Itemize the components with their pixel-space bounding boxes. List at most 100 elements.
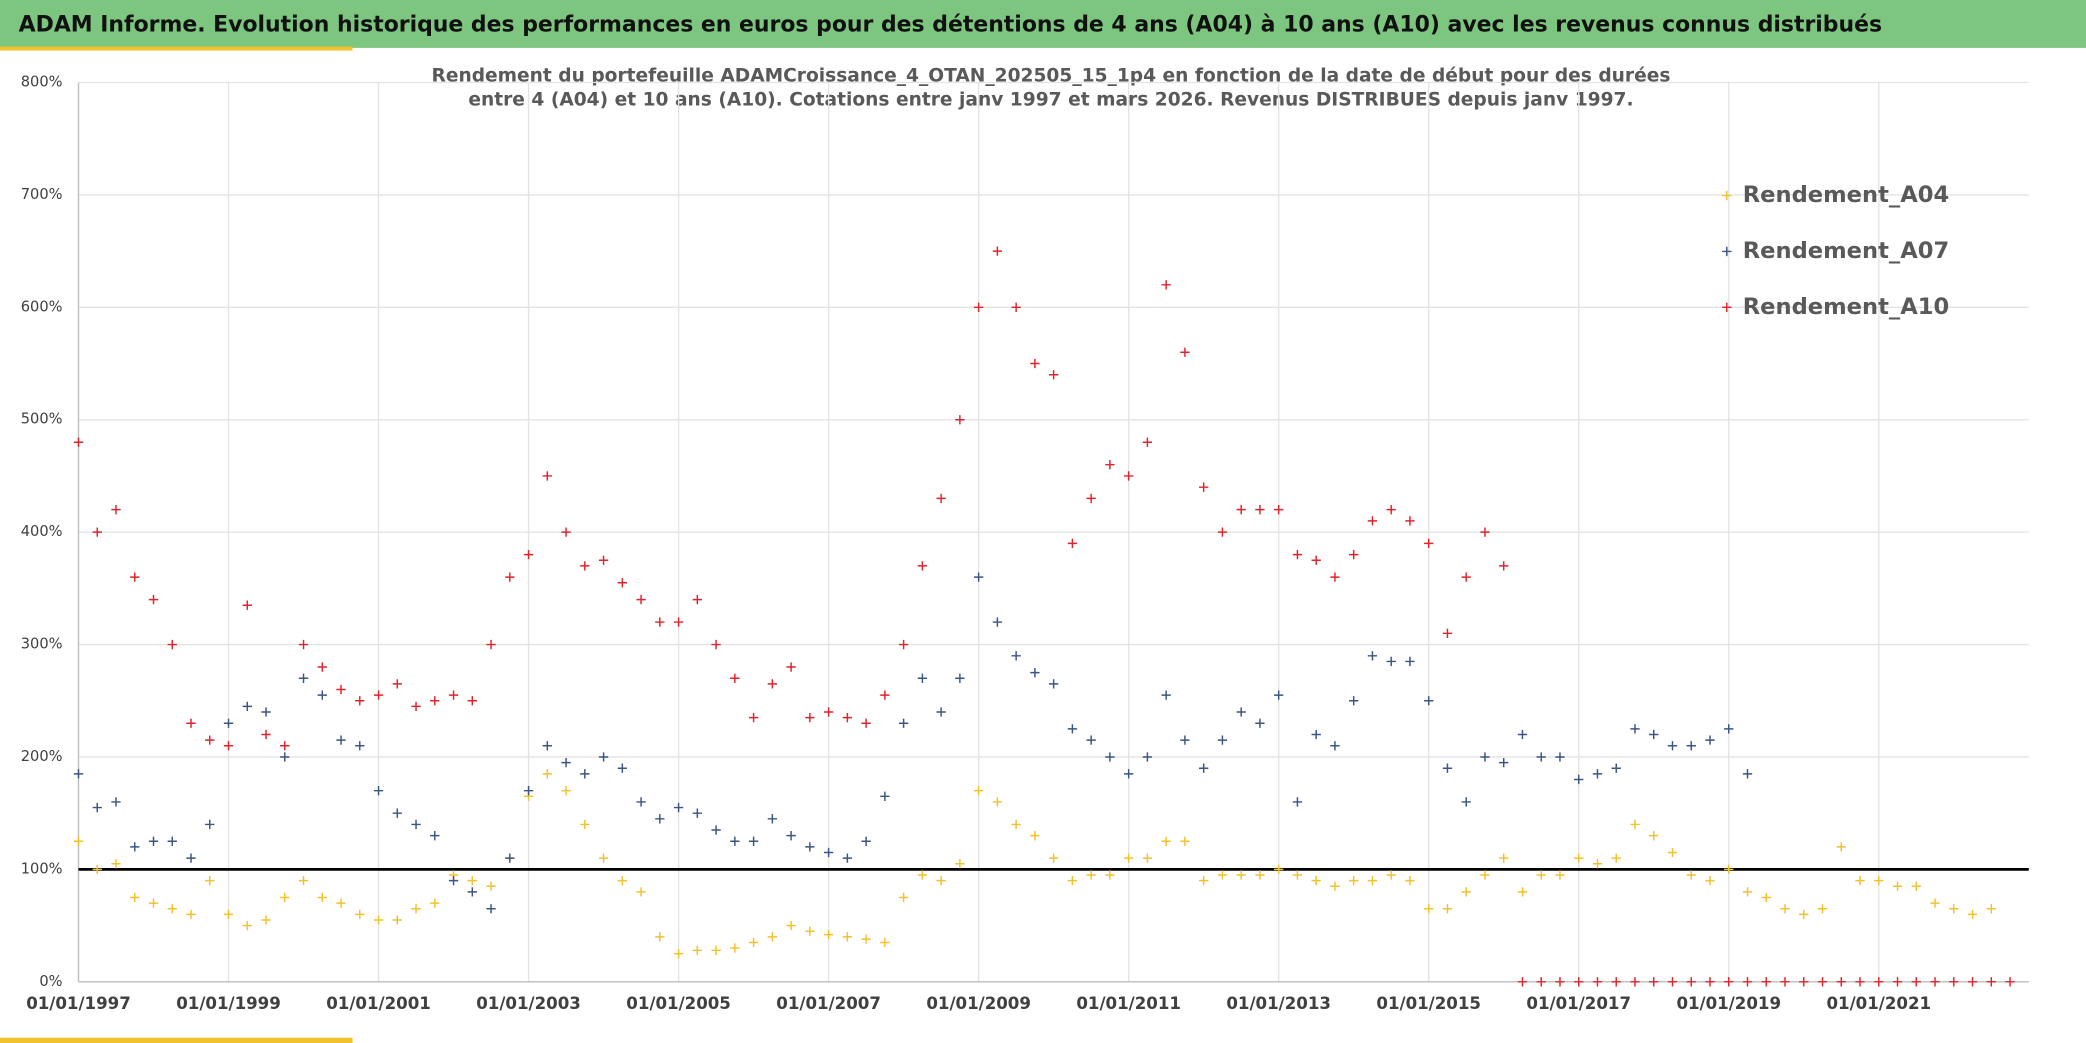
y-tick-label: 500% [21, 411, 63, 428]
legend-marker [1722, 246, 1732, 257]
point [317, 662, 327, 672]
point [767, 814, 778, 824]
point [1499, 853, 1509, 863]
point [1724, 977, 1734, 987]
point [1911, 881, 1921, 891]
point [1555, 870, 1565, 880]
point [223, 909, 234, 920]
x-tick-label: 01/01/2009 [926, 994, 1031, 1013]
point [1405, 656, 1415, 667]
x-tick-label: 01/01/2013 [1226, 994, 1331, 1013]
point [1274, 505, 1284, 515]
point [280, 741, 290, 751]
point [73, 437, 84, 447]
y-tick-label: 200% [21, 748, 63, 765]
point [1536, 870, 1546, 880]
point [1761, 977, 1771, 987]
point [561, 527, 571, 537]
point [1105, 752, 1115, 762]
point [1123, 471, 1134, 481]
point [673, 617, 684, 627]
point [1161, 836, 1171, 846]
point [786, 920, 796, 931]
point [1686, 741, 1696, 751]
point [861, 934, 871, 944]
y-tick-label: 0% [39, 973, 62, 990]
point [1217, 735, 1228, 745]
point [1667, 977, 1678, 987]
point [842, 853, 853, 863]
point [992, 246, 1003, 256]
subtitle: Rendement du portefeuille ADAMCroissance… [432, 65, 1671, 86]
point [1199, 875, 1209, 886]
point [786, 831, 796, 841]
point [1274, 864, 1284, 875]
point [505, 853, 515, 863]
point [861, 718, 871, 728]
point [880, 791, 890, 801]
point [1048, 679, 1059, 689]
point [1574, 977, 1584, 987]
point [636, 887, 646, 897]
point [411, 819, 421, 830]
x-tick-label: 01/01/2019 [1676, 994, 1781, 1013]
point [1817, 904, 1828, 914]
point [205, 875, 215, 886]
point [898, 718, 909, 728]
point [1630, 819, 1640, 830]
point [2005, 977, 2015, 987]
x-tick-label: 01/01/1999 [176, 994, 281, 1013]
point [1367, 651, 1378, 661]
header-bar [0, 0, 2086, 48]
point [1649, 977, 1659, 987]
point [1986, 977, 1996, 987]
point [467, 875, 477, 886]
point [261, 915, 271, 925]
point [1574, 853, 1584, 863]
point [1517, 729, 1528, 740]
point [92, 802, 102, 813]
point [1967, 977, 1978, 987]
point [280, 752, 290, 762]
point [1011, 651, 1021, 661]
point [1330, 741, 1340, 751]
point [1911, 977, 1921, 987]
point [898, 639, 909, 650]
y-tick-label: 300% [21, 636, 63, 653]
point [748, 937, 759, 948]
point [1180, 347, 1190, 357]
point [730, 673, 740, 683]
point [1649, 831, 1659, 841]
point [1761, 892, 1771, 903]
point [1105, 460, 1115, 470]
point [1349, 549, 1359, 560]
point [1424, 538, 1434, 549]
point [1480, 870, 1490, 880]
point [298, 673, 309, 683]
point [1067, 875, 1078, 886]
point [1255, 718, 1265, 728]
point [317, 690, 327, 700]
point [242, 920, 252, 931]
point [392, 808, 402, 818]
y-tick-label: 700% [21, 186, 63, 203]
point [73, 769, 84, 779]
point [1424, 904, 1434, 914]
point [1217, 870, 1228, 880]
point [336, 735, 346, 745]
point [1930, 898, 1940, 908]
point [1611, 977, 1621, 987]
point [1199, 482, 1209, 492]
point [486, 904, 496, 914]
point [973, 302, 984, 312]
point [223, 741, 234, 751]
y-tick-label: 600% [21, 298, 63, 315]
point [242, 701, 252, 712]
point [1780, 977, 1790, 987]
point [823, 707, 834, 717]
point [786, 662, 796, 672]
point [973, 572, 984, 582]
legend-label: Rendement_A07 [1743, 238, 1949, 264]
point [1405, 875, 1415, 886]
point [1461, 572, 1471, 582]
